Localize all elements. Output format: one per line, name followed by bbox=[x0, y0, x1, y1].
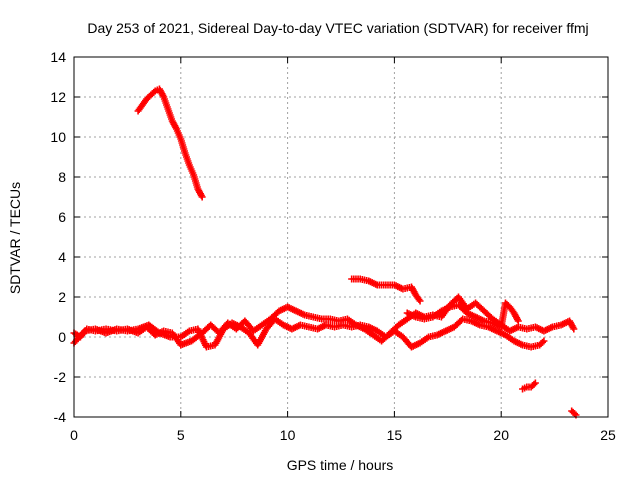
x-axis-label: GPS time / hours bbox=[287, 457, 394, 473]
x-tick-label: 0 bbox=[70, 427, 78, 443]
data-point bbox=[538, 338, 546, 346]
data-point bbox=[514, 317, 522, 325]
data-point bbox=[150, 88, 158, 96]
data-point bbox=[540, 337, 548, 345]
data-point bbox=[198, 193, 206, 201]
plot-frame bbox=[73, 56, 609, 418]
x-tick-label: 15 bbox=[387, 427, 403, 443]
y-axis-label: SDTVAR / TECUs bbox=[7, 182, 23, 294]
data-point bbox=[415, 296, 423, 303]
y-tick-label: 10 bbox=[50, 129, 66, 145]
y-tick-label: 14 bbox=[50, 49, 66, 65]
series-secondary-arc-13-16h bbox=[348, 275, 424, 305]
series-high-arc-3-6h bbox=[134, 85, 206, 201]
series-main-band-b bbox=[70, 315, 548, 351]
chart-title: Day 253 of 2021, Sidereal Day-to-day VTE… bbox=[87, 20, 588, 36]
series-low-segments bbox=[519, 379, 580, 419]
grid bbox=[74, 57, 608, 417]
data-point bbox=[530, 380, 538, 388]
data-point bbox=[570, 325, 578, 333]
y-tick-label: 6 bbox=[58, 209, 66, 225]
y-tick-label: 2 bbox=[58, 289, 66, 305]
y-tick-label: 0 bbox=[58, 329, 66, 345]
x-tick-label: 25 bbox=[600, 427, 616, 443]
y-tick-label: 12 bbox=[50, 89, 66, 105]
data-point bbox=[531, 379, 539, 387]
data-points bbox=[70, 85, 580, 419]
data-point bbox=[571, 410, 579, 418]
y-tick-label: 4 bbox=[58, 249, 66, 265]
axis-ticks: 0 5 10 15 20 25 -4 -2 0 2 4 6 8 10 12 14 bbox=[50, 49, 616, 443]
x-tick-label: 20 bbox=[493, 427, 509, 443]
x-tick-label: 5 bbox=[177, 427, 185, 443]
y-tick-label: 8 bbox=[58, 169, 66, 185]
x-tick-label: 10 bbox=[280, 427, 296, 443]
y-tick-label: -4 bbox=[54, 409, 67, 425]
series-upper-branch-16-20h bbox=[403, 299, 522, 331]
data-point bbox=[416, 297, 424, 305]
y-tick-label: -2 bbox=[54, 369, 67, 385]
